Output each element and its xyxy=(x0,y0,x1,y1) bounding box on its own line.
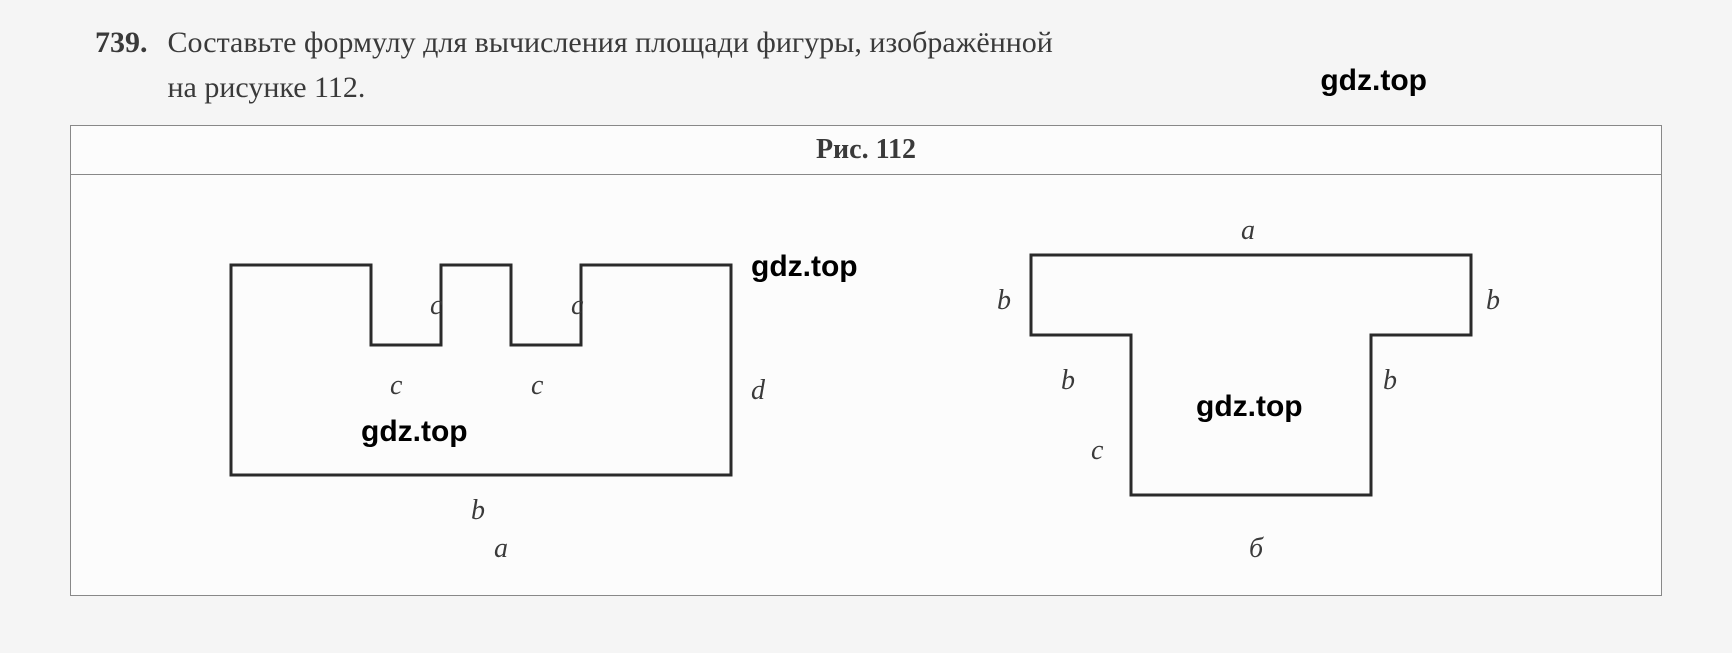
shape-b-label-b-3: b xyxy=(1061,365,1075,397)
shape-a-svg xyxy=(211,205,791,525)
caption-b: б xyxy=(1249,533,1263,565)
watermark-center: gdz.top xyxy=(751,250,858,284)
problem-header: 739. Составьте формулу для вычисления пл… xyxy=(40,20,1692,110)
problem-text-line1: Составьте формулу для вычисления площади… xyxy=(168,26,1053,59)
shape-b-label-c-5: c xyxy=(1091,435,1103,467)
problem-number: 739. xyxy=(95,20,148,65)
shape-a-wrapper: gdz.top а c c c c d b xyxy=(211,205,791,565)
caption-a: а xyxy=(494,533,508,565)
problem-text-block: Составьте формулу для вычисления площади… xyxy=(168,20,1693,110)
watermark-a: gdz.top xyxy=(361,415,468,449)
shape-b-label-b-2: b xyxy=(1486,285,1500,317)
shape-b-label-a-0: a xyxy=(1241,215,1255,247)
shape-a-label-c-2: c xyxy=(571,290,583,322)
figure-title: Рис. 112 xyxy=(71,126,1661,175)
problem-text-line2: на рисунке 112. xyxy=(168,71,366,104)
shape-a-label-c-1: c xyxy=(390,370,402,402)
figure-content: gdz.top а c c c c d b gdz.top gdz.top б a b b b b… xyxy=(71,175,1661,595)
shape-a-path xyxy=(231,265,731,475)
shape-a-label-c-0: c xyxy=(430,290,442,322)
shape-a-label-d-4: d xyxy=(751,375,765,407)
shape-b-label-b-4: b xyxy=(1383,365,1397,397)
shape-b-wrapper: gdz.top б a b b b b c xyxy=(991,205,1521,565)
shape-b-label-b-1: b xyxy=(997,285,1011,317)
watermark-b: gdz.top xyxy=(1196,390,1303,424)
watermark-header: gdz.top xyxy=(1320,58,1427,103)
figure-box: Рис. 112 gdz.top а c c c c d b gdz.top gdz.to… xyxy=(70,125,1662,596)
shape-a-label-b-5: b xyxy=(471,495,485,527)
shape-a-label-c-3: c xyxy=(531,370,543,402)
